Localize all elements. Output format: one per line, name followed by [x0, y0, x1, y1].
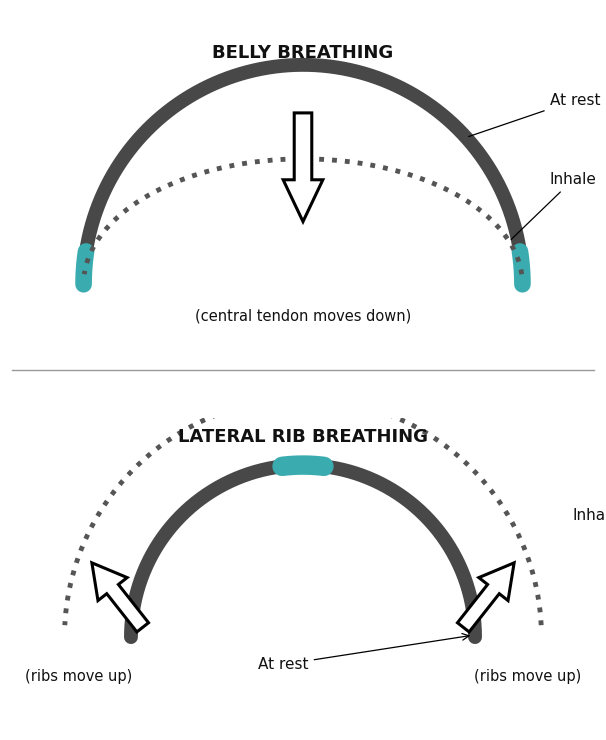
Text: Inhale: Inhale: [511, 172, 596, 240]
Text: (ribs move up): (ribs move up): [474, 669, 581, 684]
Text: At rest: At rest: [468, 92, 600, 137]
Polygon shape: [92, 563, 148, 632]
Polygon shape: [283, 113, 323, 221]
Text: LATERAL RIB BREATHING: LATERAL RIB BREATHING: [178, 428, 428, 446]
Polygon shape: [458, 563, 514, 632]
Text: (ribs move up): (ribs move up): [25, 669, 132, 684]
Text: Inhale: Inhale: [573, 508, 606, 523]
Text: BELLY BREATHING: BELLY BREATHING: [212, 44, 394, 62]
Text: At rest: At rest: [258, 633, 469, 672]
Text: (central tendon moves down): (central tendon moves down): [195, 308, 411, 323]
